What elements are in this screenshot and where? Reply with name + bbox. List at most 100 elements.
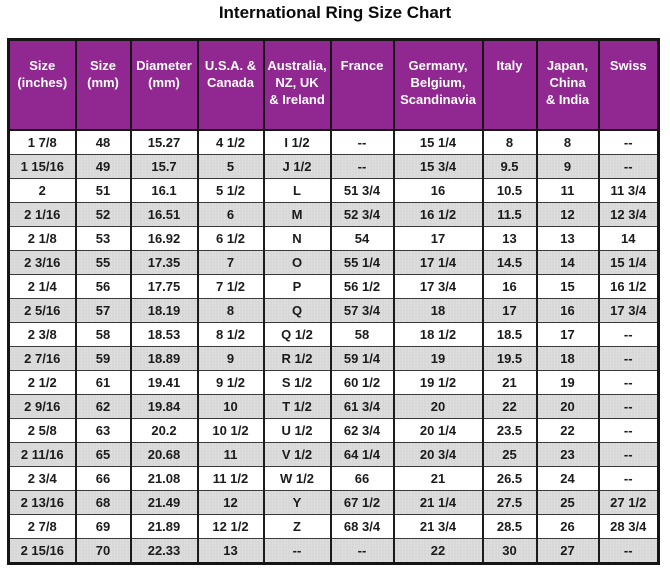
cell: 9.5	[481, 153, 538, 179]
cell: 17 3/4	[392, 273, 484, 299]
cell: --	[597, 321, 660, 347]
cell: 11 3/4	[597, 177, 660, 203]
cell: 22	[392, 537, 484, 564]
cell: 2 15/16	[7, 537, 77, 564]
cell: 59 1/4	[329, 345, 395, 371]
cell: --	[597, 465, 660, 491]
cell: --	[597, 393, 660, 419]
cell: 56 1/2	[329, 273, 395, 299]
cell: 2 11/16	[7, 441, 77, 467]
cell: 23.5	[481, 417, 538, 443]
cell: Y	[262, 489, 332, 515]
cell: 19.5	[481, 345, 538, 371]
cell: 21.08	[129, 465, 199, 491]
cell: 11 1/2	[196, 465, 265, 491]
cell: 28 3/4	[597, 513, 660, 539]
cell: P	[262, 273, 332, 299]
cell: 67 1/2	[329, 489, 395, 515]
cell: 9 1/2	[196, 369, 265, 395]
cell: 62 3/4	[329, 417, 395, 443]
cell: 2 1/4	[7, 273, 77, 299]
cell: 9	[535, 153, 600, 179]
cell: 19.41	[129, 369, 199, 395]
cell: 21.89	[129, 513, 199, 539]
cell: 13	[535, 225, 600, 251]
cell: 24	[535, 465, 600, 491]
cell: 17	[392, 225, 484, 251]
table-row: 2 7/16 59 18.89 9 R 1/2 59 1/4 19 19.5 18 --	[7, 345, 660, 371]
cell: --	[597, 129, 660, 155]
cell: 70	[74, 537, 132, 564]
column-header-6: Germany, Belgium, Scandinavia	[392, 38, 484, 131]
cell: 2 7/16	[7, 345, 77, 371]
cell: 18.19	[129, 297, 199, 323]
cell: 62	[74, 393, 132, 419]
cell: --	[597, 369, 660, 395]
table-row: 2 13/16 68 21.49 12 Y 67 1/2 21 1/4 27.5 25 27 1/…	[7, 489, 660, 515]
cell: 68	[74, 489, 132, 515]
cell: O	[262, 249, 332, 275]
table-row: 2 3/4 66 21.08 11 1/2 W 1/2 66 21 26.5 24 --	[7, 465, 660, 491]
table-row: 2 7/8 69 21.89 12 1/2 Z 68 3/4 21 3/4 28.5 26 28 …	[7, 513, 660, 539]
cell: 7	[196, 249, 265, 275]
cell: --	[597, 417, 660, 443]
cell: --	[329, 153, 395, 179]
cell: 13	[196, 537, 265, 564]
cell: 11	[535, 177, 600, 203]
cell: 27 1/2	[597, 489, 660, 515]
cell: 59	[74, 345, 132, 371]
cell: I 1/2	[262, 129, 332, 155]
cell: 2 3/16	[7, 249, 77, 275]
cell: 16.51	[129, 201, 199, 227]
cell: T 1/2	[262, 393, 332, 419]
cell: 22	[535, 417, 600, 443]
cell: 18	[535, 345, 600, 371]
cell: 10.5	[481, 177, 538, 203]
table-row: 1 7/8 48 15.27 4 1/2 I 1/2 -- 15 1/4 8 8 --	[7, 129, 660, 155]
cell: J 1/2	[262, 153, 332, 179]
table-row: 1 15/16 49 15.7 5 J 1/2 -- 15 3/4 9.5 9 --	[7, 153, 660, 179]
column-header-2: Diameter (mm)	[129, 38, 199, 131]
cell: 28.5	[481, 513, 538, 539]
cell: 17.75	[129, 273, 199, 299]
cell: --	[262, 537, 332, 564]
cell: 14	[535, 249, 600, 275]
column-header-8: Japan, China & India	[535, 38, 600, 131]
cell: 25	[535, 489, 600, 515]
table-row: 2 5/8 63 20.2 10 1/2 U 1/2 62 3/4 20 1/4 23.5 22…	[7, 417, 660, 443]
table-row: 2 5/16 57 18.19 8 Q 57 3/4 18 17 16 17 3/4	[7, 297, 660, 323]
cell: 64 1/4	[329, 441, 395, 467]
cell: 27	[535, 537, 600, 564]
cell: 65	[74, 441, 132, 467]
column-header-3: U.S.A. & Canada	[196, 38, 265, 131]
cell: 51 3/4	[329, 177, 395, 203]
table-row: 2 11/16 65 20.68 11 V 1/2 64 1/4 20 3/4 25 23 --	[7, 441, 660, 467]
cell: 66	[74, 465, 132, 491]
cell: 2 1/16	[7, 201, 77, 227]
cell: 12	[535, 201, 600, 227]
cell: 52 3/4	[329, 201, 395, 227]
cell: 1 7/8	[7, 129, 77, 155]
cell: --	[597, 537, 660, 564]
cell: 61	[74, 369, 132, 395]
cell: 15 1/4	[597, 249, 660, 275]
cell: 48	[74, 129, 132, 155]
cell: 55 1/4	[329, 249, 395, 275]
cell: 55	[74, 249, 132, 275]
cell: 15.7	[129, 153, 199, 179]
cell: N	[262, 225, 332, 251]
cell: L	[262, 177, 332, 203]
cell: 18.53	[129, 321, 199, 347]
cell: 21 1/4	[392, 489, 484, 515]
page-title: International Ring Size Chart	[218, 3, 452, 22]
cell: 19	[392, 345, 484, 371]
cell: 69	[74, 513, 132, 539]
column-header-9: Swiss	[597, 38, 660, 131]
table-row: 2 1/4 56 17.75 7 1/2 P 56 1/2 17 3/4 16 15 16 1/2	[7, 273, 660, 299]
cell: 19	[535, 369, 600, 395]
cell: 61 3/4	[329, 393, 395, 419]
cell: 2 1/8	[7, 225, 77, 251]
table-row: 2 51 16.1 5 1/2 L 51 3/4 16 10.5 11 11 3/4	[7, 177, 660, 203]
cell: 16	[481, 273, 538, 299]
cell: 10 1/2	[196, 417, 265, 443]
